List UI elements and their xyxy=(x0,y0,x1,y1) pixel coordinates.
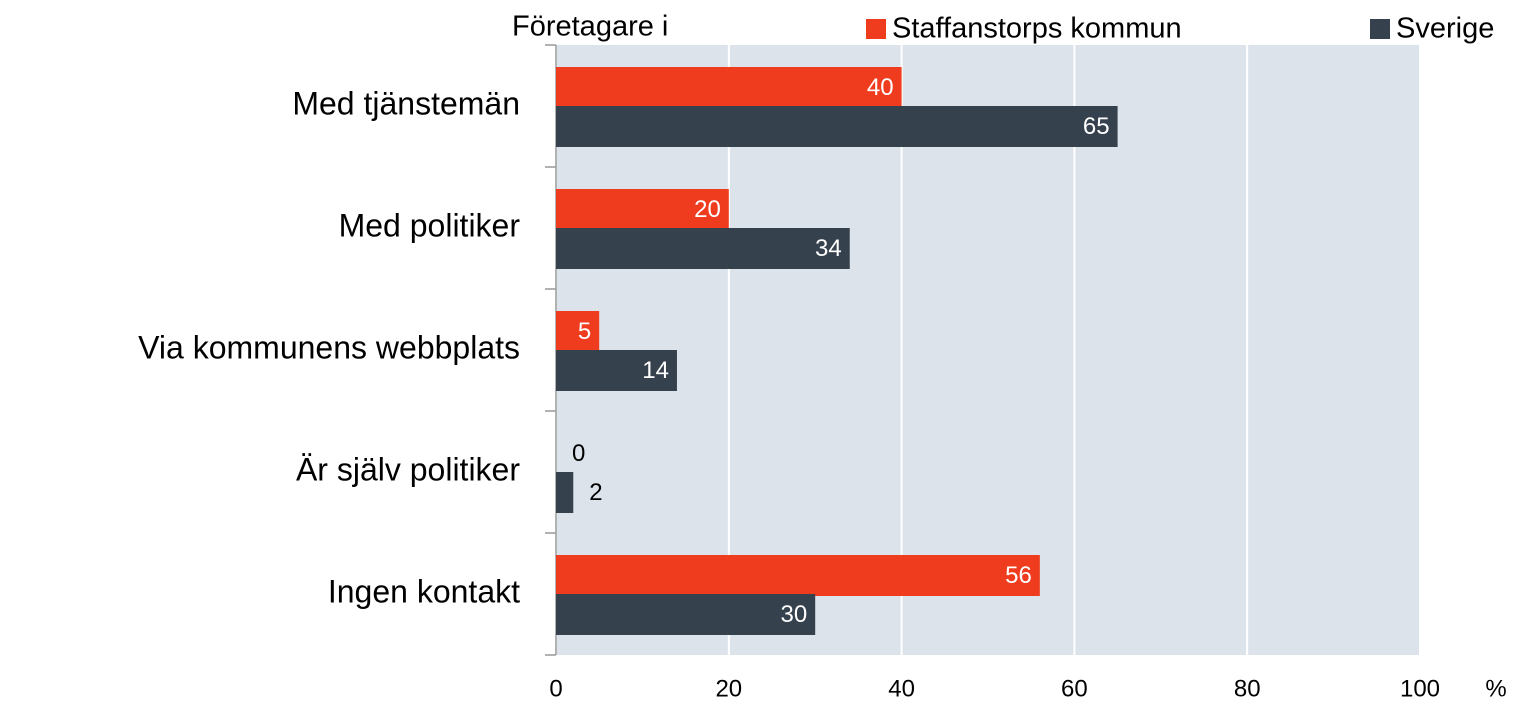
x-tick-label: 20 xyxy=(715,675,742,702)
data-label: 65 xyxy=(1083,113,1110,140)
y-tick-label: Ingen kontakt xyxy=(328,573,520,609)
data-label: 5 xyxy=(578,318,591,345)
legend-swatch xyxy=(1370,19,1390,39)
x-tick-label: 100 xyxy=(1400,675,1440,702)
y-tick-label: Med politiker xyxy=(339,207,521,243)
y-tick-label: Är själv politiker xyxy=(296,451,520,487)
y-tick-label: Via kommunens webbplats xyxy=(138,329,520,365)
x-tick-label: 60 xyxy=(1061,675,1088,702)
x-tick-label: 40 xyxy=(888,675,915,702)
bar xyxy=(556,594,816,635)
legend-label: Sverige xyxy=(1396,13,1494,45)
x-tick-label: 80 xyxy=(1234,675,1261,702)
data-label: 40 xyxy=(867,74,894,101)
data-label: 34 xyxy=(815,235,842,262)
y-tick-label: Med tjänstemän xyxy=(292,85,520,121)
legend-label: Staffanstorps kommun xyxy=(892,13,1182,45)
data-label: 0 xyxy=(572,440,585,467)
data-label: 56 xyxy=(1005,562,1032,589)
data-label: 30 xyxy=(780,601,807,628)
data-label: 2 xyxy=(589,479,602,506)
bar xyxy=(556,555,1040,596)
legend-title: Företagare i xyxy=(512,11,668,43)
x-axis-unit: % xyxy=(1485,675,1506,702)
bar xyxy=(556,67,902,108)
data-label: 14 xyxy=(642,357,669,384)
data-label: 20 xyxy=(694,196,721,223)
bar xyxy=(556,106,1118,147)
x-tick-label: 0 xyxy=(549,675,562,702)
bar xyxy=(556,228,850,269)
bar xyxy=(556,311,600,352)
bar xyxy=(556,472,574,513)
bar xyxy=(556,350,677,391)
legend-swatch xyxy=(866,19,886,39)
bar xyxy=(556,189,729,230)
